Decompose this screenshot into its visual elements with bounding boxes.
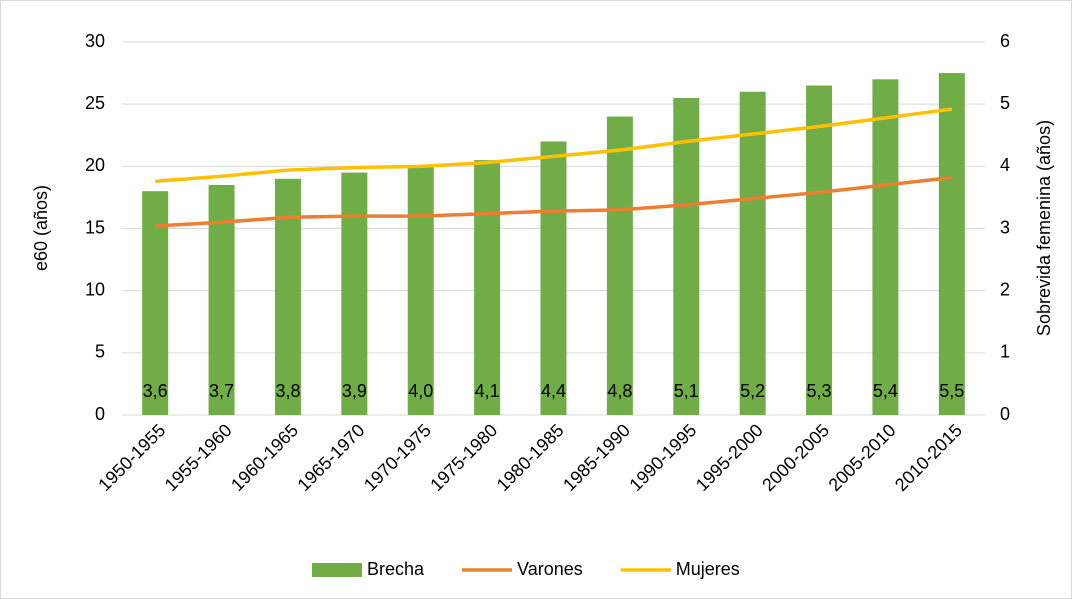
data-label: 4,8 (607, 381, 632, 401)
bar (474, 160, 501, 415)
bar (872, 79, 899, 416)
y2-tick-label: 6 (1000, 31, 1010, 51)
data-label: 5,4 (873, 381, 898, 401)
data-label: 3,7 (209, 381, 234, 401)
data-label: 5,1 (674, 381, 699, 401)
data-label: 4,4 (541, 381, 566, 401)
data-label: 4,0 (408, 381, 433, 401)
y2-axis-label: Sobrevida femenina (años) (1034, 120, 1054, 336)
bar (806, 85, 833, 416)
y2-tick-label: 5 (1000, 93, 1010, 113)
data-label: 5,2 (740, 381, 765, 401)
data-label: 3,6 (143, 381, 168, 401)
data-label: 3,8 (275, 381, 300, 401)
data-label: 4,1 (475, 381, 500, 401)
data-label: 5,3 (807, 381, 832, 401)
bar (540, 141, 567, 415)
bar (739, 91, 766, 415)
legend-label: Mujeres (676, 559, 740, 579)
y-tick-label: 20 (85, 155, 105, 175)
data-label: 3,9 (342, 381, 367, 401)
line (155, 175, 953, 228)
bar (142, 191, 169, 415)
y2-tick-label: 2 (1000, 279, 1010, 299)
y-tick-label: 0 (95, 404, 105, 424)
y-tick-label: 10 (85, 279, 105, 299)
data-label: 5,5 (939, 381, 964, 401)
bar (341, 172, 368, 415)
y-tick-label: 30 (85, 31, 105, 51)
legend-label: Brecha (367, 559, 425, 579)
legend-key (312, 563, 362, 577)
y2-tick-label: 0 (1000, 404, 1010, 424)
y2-tick-label: 1 (1000, 342, 1010, 362)
y-axis-label: e60 (años) (31, 185, 51, 271)
bar (407, 166, 434, 415)
bar (274, 178, 301, 415)
y2-tick-label: 4 (1000, 155, 1010, 175)
y-tick-label: 5 (95, 342, 105, 362)
y-tick-label: 15 (85, 217, 105, 237)
legend-label: Varones (517, 559, 583, 579)
y2-tick-label: 3 (1000, 217, 1010, 237)
y-tick-label: 25 (85, 93, 105, 113)
bar (938, 73, 965, 415)
bar (673, 97, 700, 415)
bar (606, 116, 633, 415)
line (155, 107, 953, 183)
